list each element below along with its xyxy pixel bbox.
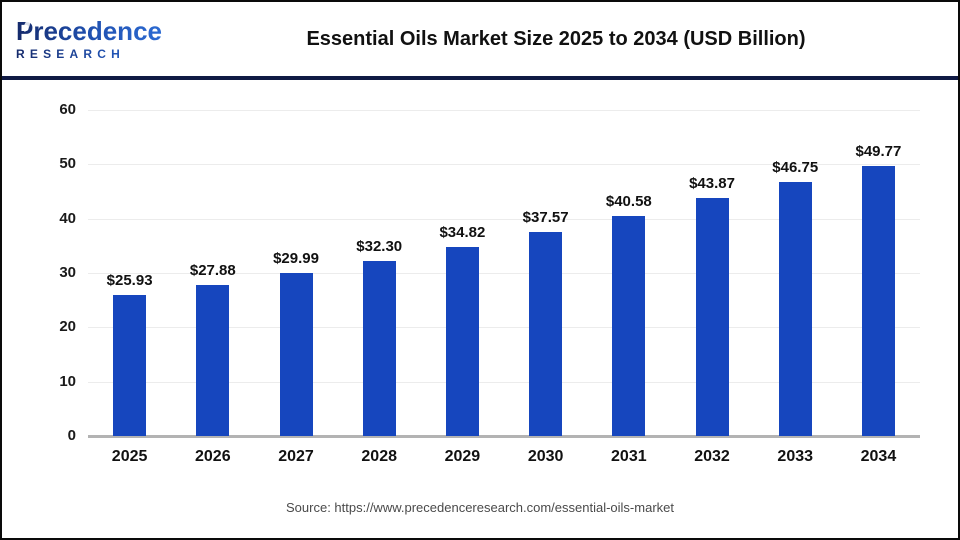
bar [362, 260, 396, 436]
y-tick-label: 0 [67, 427, 76, 444]
bar-slot: $40.58 [587, 110, 670, 436]
plot-area: $25.93 $27.88 $29.99 $32.30 $34.82 $37.57 $40.… [59, 101, 920, 444]
bar-value-label: $40.58 [605, 192, 652, 210]
bar-slot: $25.93 [88, 110, 171, 436]
x-axis: 2025 2026 2027 2028 2029 2030 2031 2032 2033 2034 [88, 448, 920, 466]
bar-value-label: $25.93 [106, 272, 153, 290]
bar-value-label: $43.87 [689, 174, 735, 192]
bar-slot: $37.57 [504, 110, 587, 436]
y-tick-label: 30 [59, 264, 76, 281]
bar [113, 295, 147, 436]
bar-slot: $46.75 [754, 110, 837, 436]
x-tick-label: 2026 [195, 448, 231, 465]
bar [196, 284, 230, 436]
gridline [88, 381, 920, 383]
gridline [88, 164, 920, 166]
y-tick-label: 10 [59, 372, 76, 390]
x-tick-label: 2030 [527, 448, 564, 465]
source-text: Source: https://www.precedenceresearch.c… [286, 500, 674, 515]
bar [612, 215, 646, 436]
bar [445, 246, 479, 436]
brand-subtitle: RESEARCH [16, 47, 176, 61]
x-tick-label: 2028 [361, 448, 397, 465]
gridline [88, 218, 920, 220]
bar-slot: $49.77 [837, 110, 920, 436]
gridline [88, 110, 920, 111]
bar [695, 197, 729, 436]
bar-slot: $27.88 [171, 110, 254, 436]
bar [529, 231, 563, 436]
x-tick-label: 2031 [611, 448, 647, 465]
brand-name: Precedence [16, 18, 176, 44]
bar-slot: $43.87 [670, 110, 753, 436]
gridline [88, 273, 920, 274]
x-tick-label: 2027 [278, 448, 314, 465]
gridline [88, 327, 920, 329]
bar [778, 182, 812, 436]
bar-value-label: $34.82 [439, 223, 486, 241]
bar-slot: $32.30 [338, 110, 421, 436]
x-tick-label: 2034 [860, 448, 897, 465]
bar-slot: $29.99 [254, 110, 337, 436]
bar-value-label: $29.99 [273, 250, 319, 268]
y-tick-label: 50 [59, 155, 76, 173]
header: Precedence RESEARCH Essential Oils Marke… [2, 2, 958, 80]
y-tick-label: 60 [59, 101, 76, 118]
bar-slot: $34.82 [421, 110, 504, 436]
x-tick-label: 2025 [111, 448, 148, 465]
x-tick-label: 2032 [694, 448, 730, 465]
bar [861, 165, 895, 436]
x-tick-label: 2033 [777, 448, 814, 465]
bar-value-label: $46.75 [772, 159, 819, 176]
x-axis-line [88, 435, 920, 438]
y-tick-label: 40 [59, 209, 76, 227]
bar-value-label: $37.57 [522, 208, 569, 226]
chart-title: Essential Oils Market Size 2025 to 2034 … [306, 27, 806, 50]
brand-logo: Precedence RESEARCH [16, 18, 176, 61]
bar-value-label: $49.77 [855, 142, 902, 160]
bar-value-label: $27.88 [189, 261, 236, 279]
bars-row: $25.93 $27.88 $29.99 $32.30 $34.82 $37.57 $40.… [88, 110, 920, 436]
bar [279, 273, 313, 436]
bar-value-label: $32.30 [356, 237, 403, 255]
y-tick-label: 20 [59, 318, 76, 336]
x-tick-label: 2029 [444, 448, 481, 465]
